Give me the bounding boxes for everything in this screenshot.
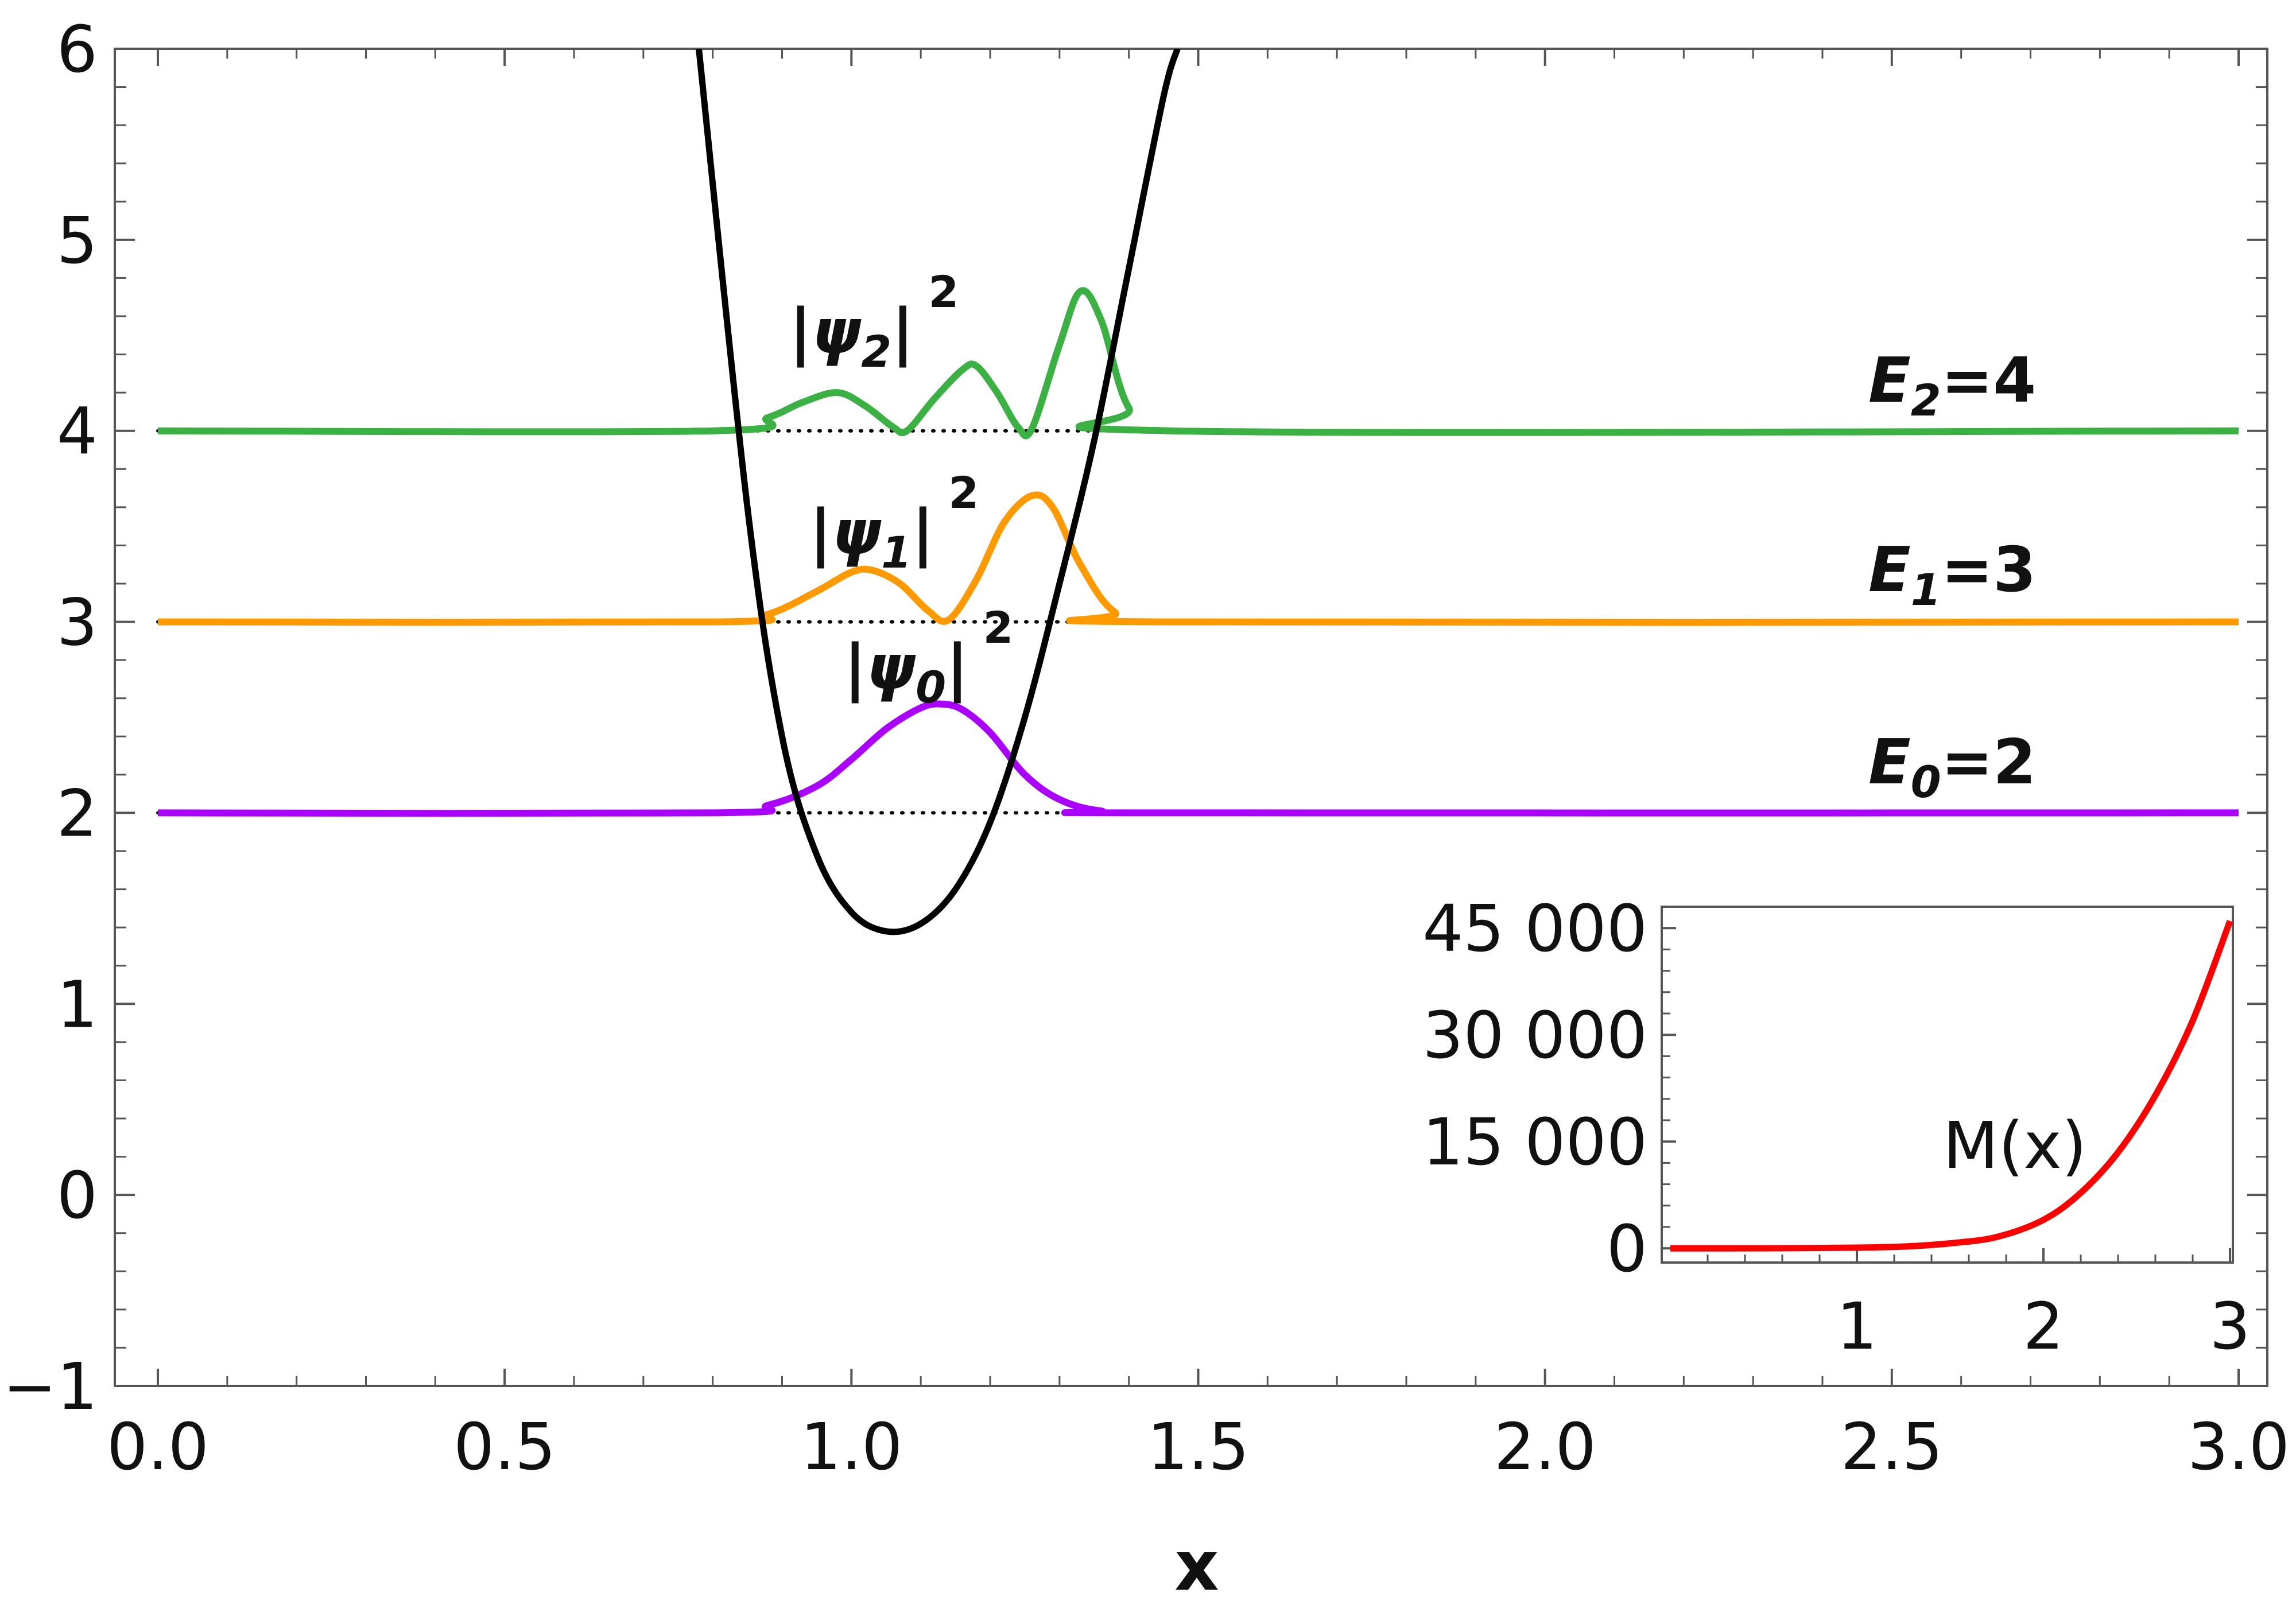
y-tick-label: 6 (57, 13, 98, 87)
y-tick-label: 5 (57, 204, 98, 278)
inset-x-tick-label: 1 (1836, 1290, 1877, 1364)
y-tick-label: −1 (3, 1350, 98, 1424)
psi0-density-curve (157, 700, 2239, 817)
main-axis-ticks (115, 48, 2267, 1387)
x-tick-label: 1.5 (1147, 1410, 1249, 1485)
inset-series-line-0 (1670, 919, 2233, 1252)
x-axis-title: x (1174, 1527, 1219, 1604)
psi0-label: |ψ0|2 (844, 602, 1013, 713)
psi1-density-curve (157, 491, 2239, 626)
inset-y-tick-label: 45 000 (1422, 892, 1647, 966)
main-plot-frame (114, 48, 2268, 1387)
x-tick-label: 3.0 (2188, 1410, 2290, 1485)
y-tick-label: 0 (57, 1159, 98, 1233)
inset-y-tick-label: 0 (1607, 1212, 1647, 1287)
main-plot: 0.0 0.5 1.0 1.5 2.0 2.5 3.0 −1 0 1 2 3 4 5 6 x |ψ2|2 |… (3, 13, 2290, 1604)
x-tick-label: 2.5 (1841, 1410, 1943, 1485)
inset-x-tick-label: 3 (2209, 1290, 2250, 1364)
y-tick-label: 4 (57, 395, 98, 469)
potential-curve-group (696, 49, 1181, 935)
inset-series-label: M(x) (1943, 1109, 2086, 1183)
x-tick-label: 0.0 (107, 1410, 209, 1485)
energy-label-e0: E0=2 (1868, 727, 2036, 807)
potential-curve (696, 49, 1181, 935)
y-tick-label: 2 (57, 776, 98, 851)
inset-y-tick-label: 15 000 (1422, 1105, 1647, 1180)
energy-label-e2: E2=4 (1868, 345, 2036, 426)
inset-series (1670, 919, 2233, 1252)
main-tick-labels: 0.0 0.5 1.0 1.5 2.0 2.5 3.0 −1 0 1 2 3 4 5 6 (3, 13, 2290, 1485)
inset-x-tick-label: 2 (2023, 1290, 2064, 1364)
energy-label-e1: E1=3 (1868, 534, 2036, 615)
probability-density-curves (157, 287, 2239, 817)
x-tick-label: 0.5 (453, 1410, 556, 1485)
x-tick-label: 1.0 (800, 1410, 902, 1485)
psi2-label: |ψ2|2 (789, 266, 959, 377)
psi1-label: |ψ1|2 (809, 467, 979, 578)
energy-reference-lines (156, 429, 2240, 815)
inset-y-tick-label: 30 000 (1422, 999, 1647, 1073)
x-tick-label: 2.0 (1494, 1410, 1596, 1485)
inset-plot-frame (1661, 906, 2234, 1264)
y-tick-label: 1 (57, 968, 98, 1042)
psi2-density-curve (157, 287, 2239, 440)
y-tick-label: 3 (57, 586, 98, 661)
